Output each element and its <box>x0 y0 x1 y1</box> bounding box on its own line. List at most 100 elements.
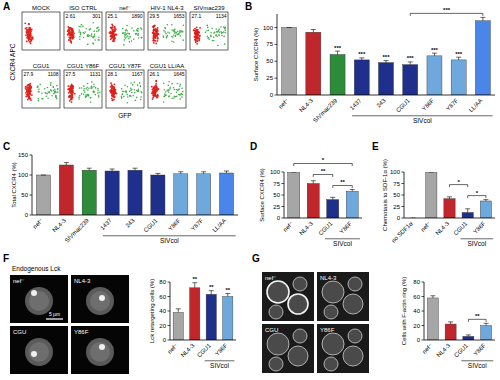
event-dot <box>69 90 71 92</box>
event-dot <box>171 83 173 85</box>
gate-value: 27.1 <box>192 13 202 19</box>
bracket <box>450 185 468 188</box>
event-dot <box>30 38 32 40</box>
y-tick-label: 100 <box>263 25 274 31</box>
error-bar <box>448 322 453 324</box>
event-dot <box>213 36 215 38</box>
y-tick-label: 20 <box>159 323 166 329</box>
error-bar <box>429 172 434 173</box>
event-dot <box>56 85 58 87</box>
event-dot <box>71 95 73 97</box>
event-dot <box>196 32 198 34</box>
event-dot <box>72 85 74 87</box>
event-dot <box>194 30 196 32</box>
event-dot <box>198 32 200 34</box>
event-dot <box>172 36 174 38</box>
y-tick-label: 0 <box>163 337 167 343</box>
event-dot <box>181 96 183 98</box>
event-dot <box>223 36 225 38</box>
y-tick-label: 75 <box>393 181 400 187</box>
significance: *** <box>358 51 366 57</box>
error-bar <box>209 291 214 295</box>
event-dot <box>57 89 59 91</box>
event-dot <box>155 80 157 82</box>
event-dot <box>171 29 173 31</box>
x-tick-label: nef⁻ <box>420 220 432 232</box>
plot-label: CGU1 Y86F <box>67 63 100 69</box>
event-dot <box>210 32 212 34</box>
event-dot <box>29 92 31 94</box>
event-dot <box>109 35 111 37</box>
x-tick-label: NL4-3 <box>51 217 67 233</box>
y-tick <box>168 325 171 326</box>
bar <box>463 336 474 340</box>
event-dot <box>42 98 44 100</box>
event-dot <box>78 26 80 28</box>
event-dot <box>70 27 72 29</box>
event-dot <box>164 27 166 29</box>
micrograph <box>10 326 68 374</box>
flow-plot: CGU1 Y86F27.51131 <box>64 63 102 108</box>
error-bar <box>350 189 355 191</box>
event-dot <box>112 27 114 29</box>
y-tick-label: 60 <box>159 294 166 300</box>
event-dot <box>163 101 165 103</box>
event-dot <box>168 89 170 91</box>
event-dot <box>155 89 157 91</box>
event-dot <box>49 92 51 94</box>
event-dot <box>198 32 200 34</box>
event-dot <box>68 29 70 31</box>
y-tick <box>30 175 33 176</box>
event-dot <box>111 37 113 39</box>
lck-spot <box>31 290 37 296</box>
error-bar <box>201 172 206 174</box>
event-dot <box>140 96 142 98</box>
event-dot <box>199 35 201 37</box>
event-dot <box>68 36 70 38</box>
chart: BSurface CXCR4 (%)0255075100************… <box>245 1 495 124</box>
bar <box>151 175 165 215</box>
cell <box>343 294 363 314</box>
event-dot <box>125 34 127 36</box>
event-dot <box>163 96 165 98</box>
plot-area <box>411 172 492 218</box>
error-bar <box>466 335 471 336</box>
event-dot <box>68 96 70 98</box>
event-dot <box>168 91 170 93</box>
event-dot <box>177 89 179 91</box>
event-dot <box>71 101 73 103</box>
event-dot <box>124 34 126 36</box>
event-dot <box>78 31 80 33</box>
event-dot <box>151 92 153 94</box>
event-dot <box>83 37 85 39</box>
error-bar <box>335 51 340 54</box>
significance: *** <box>407 55 415 61</box>
event-dot <box>128 38 130 40</box>
event-dot <box>55 96 57 98</box>
event-dot <box>195 31 197 33</box>
event-dot <box>224 29 226 31</box>
event-dot <box>96 28 98 30</box>
event-dot <box>171 36 173 38</box>
x-tick-label: no SDF1α <box>390 220 414 244</box>
error-bar <box>432 53 437 56</box>
event-dot <box>156 89 158 91</box>
event-dot <box>166 24 168 26</box>
gate-value: 27.5 <box>66 71 76 77</box>
event-dot <box>183 24 185 26</box>
group-label: SIVcol <box>210 362 229 369</box>
event-dot <box>170 93 172 95</box>
event-dot <box>111 87 113 89</box>
plot-area <box>282 17 491 95</box>
event-dot <box>224 27 226 29</box>
event-dot <box>68 88 70 90</box>
event-dot <box>194 37 196 39</box>
plot-label: SIVmac239 <box>193 5 225 11</box>
event-dot <box>68 92 70 94</box>
event-dot <box>126 25 128 27</box>
y-tick <box>422 296 425 297</box>
event-dot <box>197 40 199 42</box>
event-dot <box>194 32 196 34</box>
event-dot <box>152 91 154 93</box>
event-dot <box>94 39 96 41</box>
